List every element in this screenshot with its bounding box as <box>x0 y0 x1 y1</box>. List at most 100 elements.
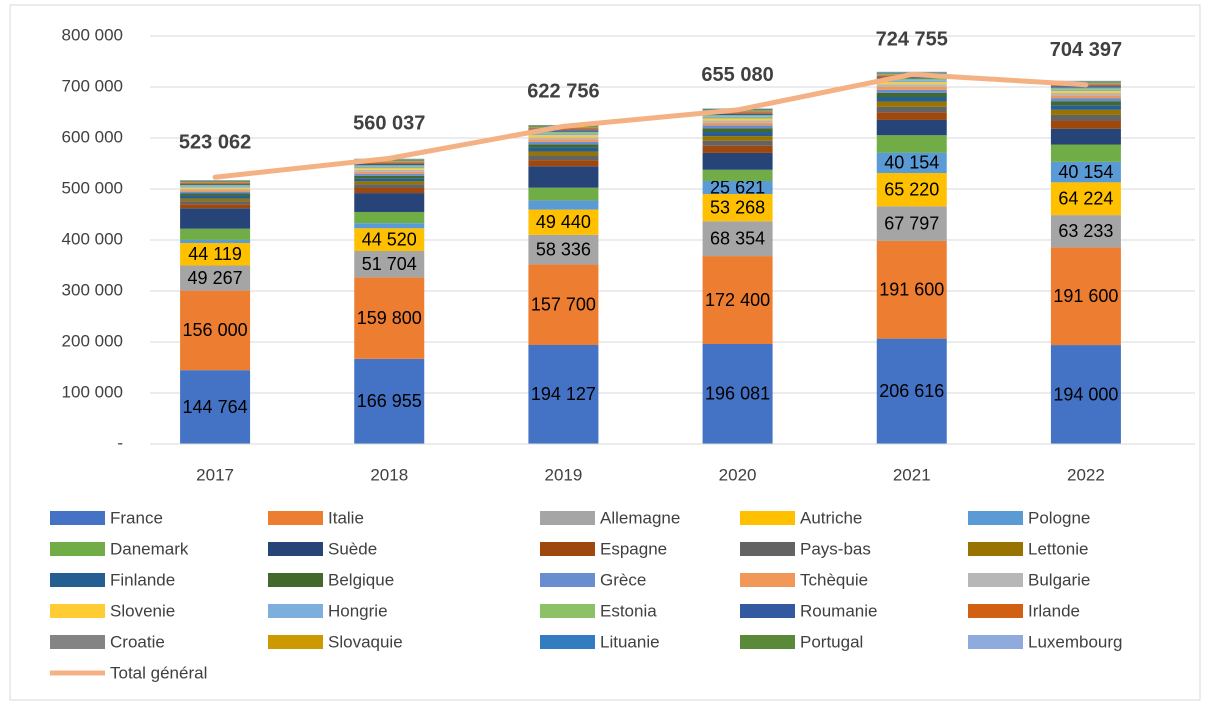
bar-segment <box>876 240 947 339</box>
data-label: 157 700 <box>531 295 596 315</box>
data-label: 25 621 <box>710 177 765 197</box>
legend-swatch <box>968 604 1023 618</box>
bar-segment <box>876 119 947 136</box>
bar-segment <box>876 106 947 113</box>
bar-segment <box>876 86 947 90</box>
x-tick-label: 2019 <box>545 465 583 484</box>
legend-label: Luxembourg <box>1028 632 1123 651</box>
bar-segment <box>528 130 599 132</box>
total-label: 622 756 <box>527 81 599 103</box>
bar-segment <box>1050 93 1121 96</box>
bar-segment <box>180 180 251 181</box>
bar-segment <box>528 133 599 136</box>
data-label: 44 119 <box>188 244 242 264</box>
legend-label: Lettonie <box>1028 539 1089 558</box>
bar-segment <box>180 290 251 371</box>
bar-segment <box>354 187 425 194</box>
bar-segment <box>354 160 425 162</box>
bar-segment <box>180 188 251 191</box>
legend-swatch <box>968 573 1023 587</box>
bar-segment <box>876 82 947 85</box>
total-line <box>212 71 1089 180</box>
bar-segment <box>702 140 773 146</box>
legend-label: Grèce <box>600 570 646 589</box>
bar-segment <box>876 80 947 83</box>
data-label: 63 233 <box>1058 221 1113 241</box>
data-label: 194 000 <box>1053 384 1118 404</box>
bar-segment <box>876 78 947 81</box>
bar-segment <box>528 144 599 148</box>
bar-segment <box>180 204 251 209</box>
bar-segment <box>1050 128 1121 145</box>
x-tick-label: 2017 <box>196 465 234 484</box>
data-label: 191 600 <box>1053 286 1118 306</box>
legend-label: Croatie <box>110 632 165 651</box>
data-label: 191 600 <box>879 280 944 300</box>
y-tick-label: 800 000 <box>62 25 123 44</box>
legend-label: Roumanie <box>800 601 878 620</box>
bar-segment <box>528 147 599 152</box>
legend-swatch <box>540 635 595 649</box>
legend-swatch <box>968 511 1023 525</box>
bar-segment <box>528 166 599 188</box>
x-tick-label: 2021 <box>893 465 931 484</box>
bar-segment <box>528 234 599 265</box>
bar-segment <box>354 178 425 182</box>
bar-segment <box>876 77 947 79</box>
bar-segment <box>354 168 425 170</box>
bar-segment <box>354 181 425 185</box>
bar-segment <box>180 183 251 185</box>
legend-swatch <box>740 604 795 618</box>
legend-swatch <box>50 604 105 618</box>
bar-segment <box>1050 90 1121 94</box>
bar-segment <box>876 112 947 120</box>
bar-segment <box>354 166 425 169</box>
legend-swatch <box>968 542 1023 556</box>
total-label: 704 397 <box>1050 39 1122 61</box>
bar-segment <box>180 182 251 184</box>
legend-label: Lituanie <box>600 632 660 651</box>
y-tick-label: 400 000 <box>62 229 123 248</box>
bar-segment <box>354 171 425 174</box>
bar-segment <box>1050 182 1121 216</box>
bar-segment <box>1050 345 1121 444</box>
legend-swatch <box>740 511 795 525</box>
data-label: 40 154 <box>884 153 939 173</box>
legend-swatch <box>268 542 323 556</box>
bar-segment <box>1050 109 1121 115</box>
y-tick-label: - <box>117 433 123 452</box>
data-label: 166 955 <box>357 391 422 411</box>
chart-border <box>9 4 1201 701</box>
y-tick-label: 500 000 <box>62 178 123 197</box>
legend-swatch <box>540 604 595 618</box>
legend-swatch <box>50 573 105 587</box>
bar-segment <box>528 151 599 156</box>
bar-segment <box>180 242 251 266</box>
legend-label: Portugal <box>800 632 863 651</box>
data-label: 68 354 <box>710 228 765 248</box>
bar-segment <box>180 195 251 199</box>
bar-segment <box>1050 105 1121 110</box>
bar-segment <box>180 228 251 240</box>
legend-swatch <box>268 511 323 525</box>
legend-label: Espagne <box>600 539 667 558</box>
bar-segment <box>702 180 773 195</box>
legend-swatch <box>540 573 595 587</box>
x-tick-label: 2018 <box>370 465 408 484</box>
bar-segment <box>876 101 947 107</box>
bar-segment <box>354 193 425 212</box>
legend-label: Bulgarie <box>1028 570 1090 589</box>
bar-segment <box>528 141 599 145</box>
bar-segment <box>354 169 425 172</box>
total-label: 724 755 <box>876 29 948 51</box>
bar-segment <box>528 264 599 345</box>
y-tick-label: 200 000 <box>62 331 123 350</box>
bar-segment <box>528 155 599 161</box>
data-label: 58 336 <box>536 239 591 259</box>
y-tick-label: 600 000 <box>62 127 123 146</box>
y-tick-label: 300 000 <box>62 280 123 299</box>
data-label: 51 704 <box>362 254 417 274</box>
legend-label: Belgique <box>328 570 394 589</box>
bar-segment <box>876 206 947 241</box>
